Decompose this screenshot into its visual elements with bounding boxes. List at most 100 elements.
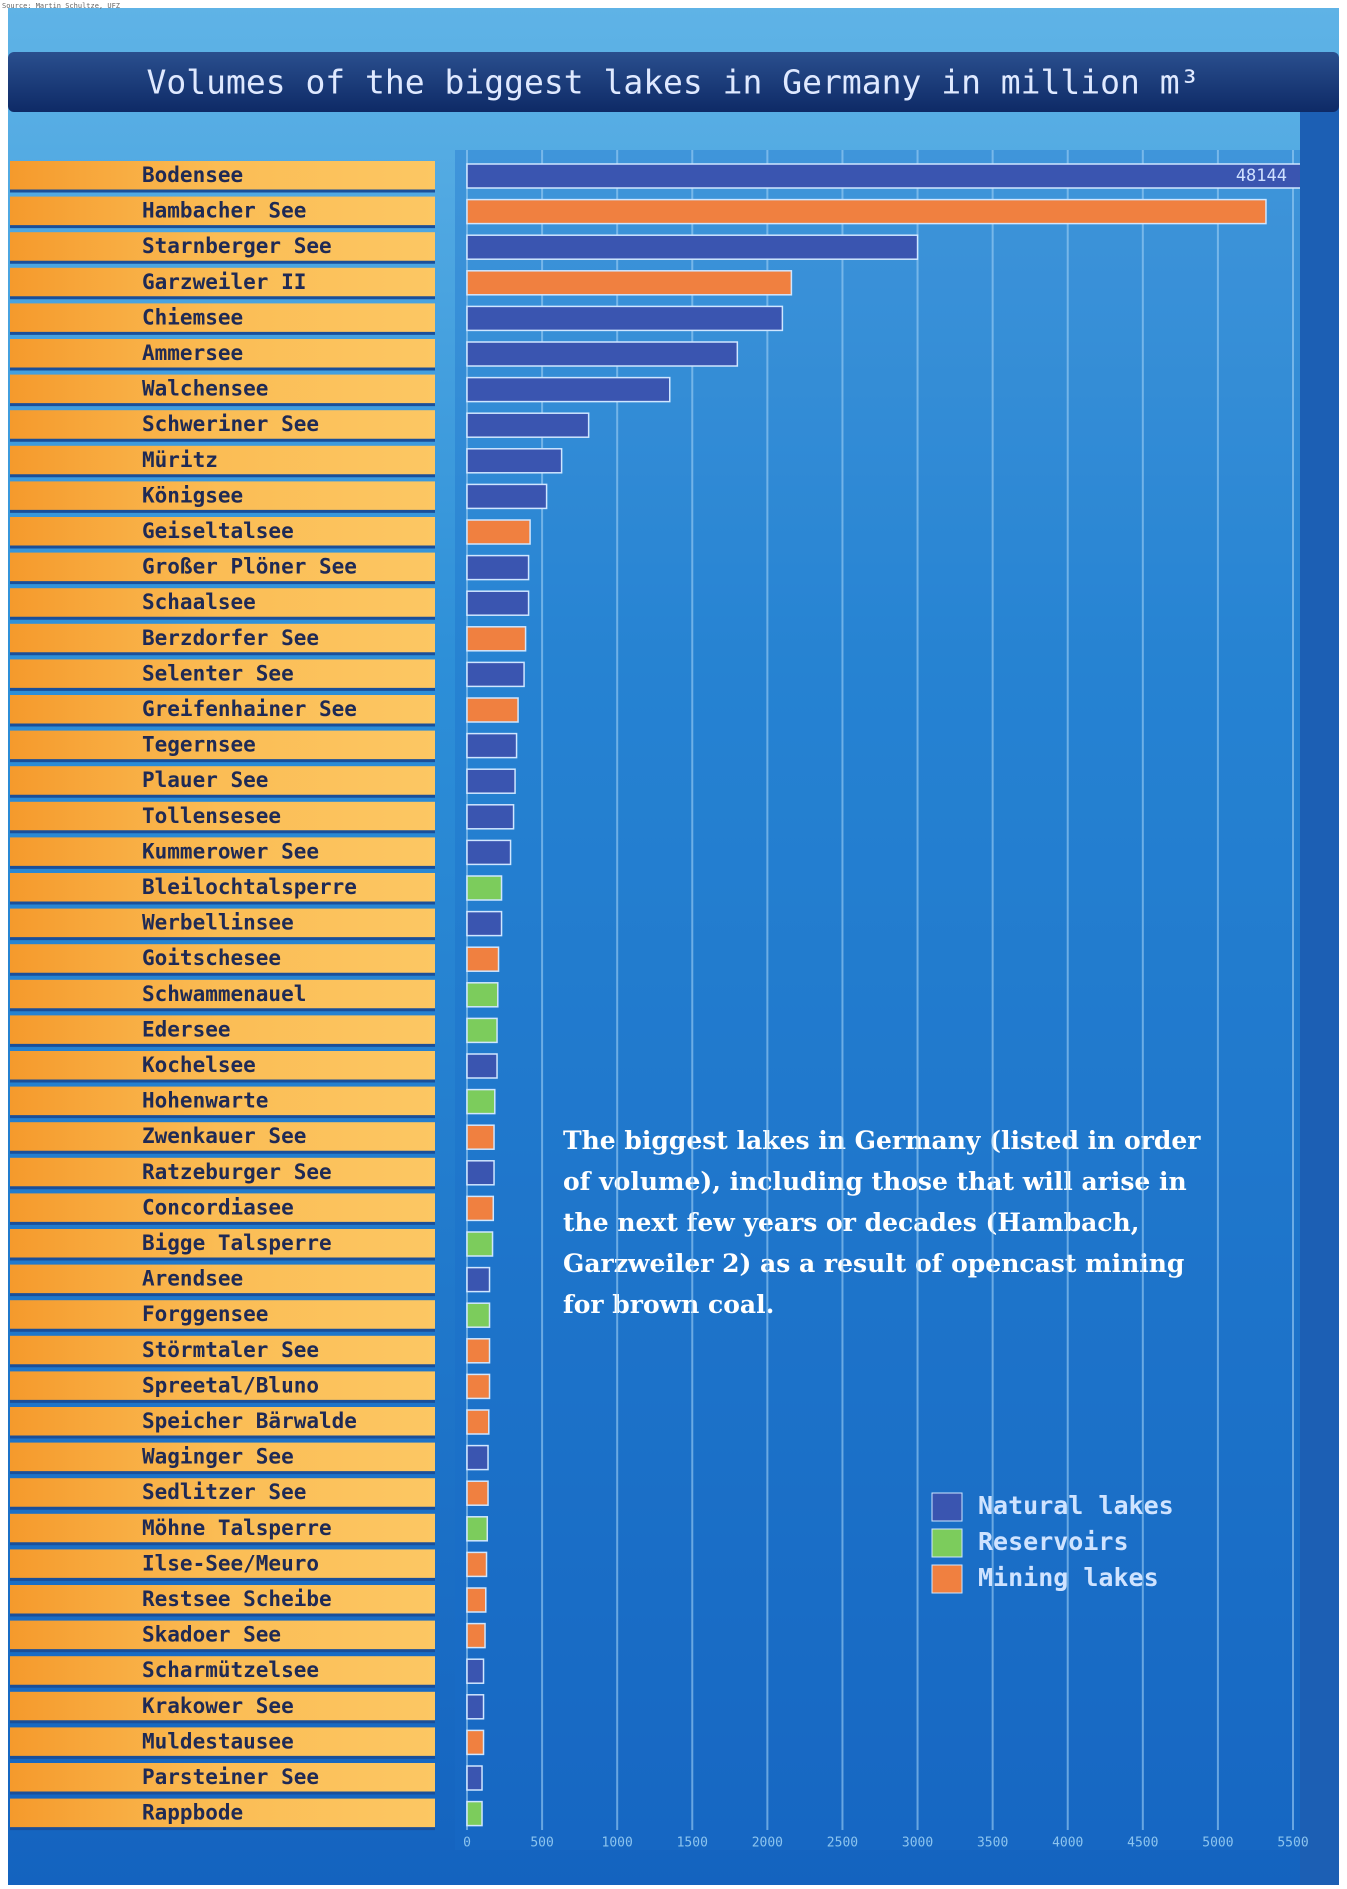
bar: [466, 982, 499, 1008]
y-tick-label: Tegernsee: [142, 733, 256, 757]
bar: [466, 1694, 485, 1720]
x-tick-label: 4500: [1127, 1836, 1158, 1851]
x-tick-label: 1000: [602, 1836, 633, 1851]
chart-title: Volumes of the biggest lakes in Germany …: [147, 63, 1200, 102]
bar: [466, 1800, 483, 1827]
label-strip: [10, 1086, 435, 1117]
label-strip: [10, 837, 435, 868]
label-strip: [10, 410, 435, 441]
label-strip: [10, 1051, 435, 1081]
x-tick-label: 0: [463, 1836, 471, 1851]
label-strip: [10, 1229, 435, 1259]
y-tick-label: Arendsee: [142, 1267, 243, 1291]
label-strip: [10, 979, 435, 1010]
y-tick-label: Waginger See: [142, 1445, 294, 1469]
label-strip: [10, 374, 435, 405]
y-tick-label: Berzdorfer See: [142, 626, 319, 650]
y-tick-label: Tollensesee: [142, 804, 281, 828]
bar: [466, 1480, 489, 1506]
label-strip: [10, 1763, 435, 1793]
label-strip: [10, 695, 435, 725]
label-strip: [10, 1585, 435, 1615]
label-strip: [10, 1371, 435, 1402]
bar: [466, 1160, 495, 1186]
y-tick-label: Garzweiler II: [142, 270, 306, 294]
bar: [466, 1124, 495, 1150]
bar: [466, 1729, 485, 1756]
y-tick-label: Goitschesee: [142, 946, 281, 970]
y-tick-label: Königsee: [142, 483, 243, 507]
label-strip: [10, 161, 435, 191]
legend-swatch: [931, 1564, 963, 1594]
y-tick-label: Kummerower See: [142, 839, 319, 863]
annotation: The biggest lakes in Germany (listed in …: [563, 1126, 1201, 1319]
bar: [466, 1516, 489, 1542]
bar: [466, 270, 793, 296]
y-tick-label: Bodensee: [142, 163, 243, 187]
y-tick-label: Zwenkauer See: [142, 1124, 306, 1148]
y-tick-label: Schwammenauel: [142, 982, 306, 1006]
bar: [466, 1338, 491, 1364]
y-tick-label: Ammersee: [142, 341, 243, 365]
y-tick-label: Ratzeburger See: [142, 1160, 332, 1184]
label-strip: [10, 232, 435, 263]
label-strip: [10, 1300, 435, 1331]
y-tick-label: Muldestausee: [142, 1729, 294, 1753]
label-strip: [10, 1407, 435, 1437]
bar: [466, 163, 1300, 189]
bar: [466, 1409, 490, 1435]
bar: [466, 1444, 489, 1471]
x-tick-label: 1500: [677, 1836, 708, 1851]
bar: [466, 1765, 483, 1791]
x-tick-label: 3500: [977, 1836, 1008, 1851]
label-strip: [10, 766, 435, 797]
bar: [466, 1088, 496, 1115]
y-tick-label: Starnberger See: [142, 234, 332, 258]
legend-swatch: [931, 1528, 963, 1558]
bar: [466, 1017, 498, 1044]
label-strip: [10, 1157, 435, 1188]
label-strip: [10, 1798, 435, 1829]
y-tick-label: Forggensee: [142, 1302, 268, 1326]
label-strip: [10, 873, 435, 903]
bar: [466, 1302, 491, 1328]
bar: [466, 910, 503, 937]
legend-label: Reservoirs: [978, 1527, 1129, 1556]
y-tick-label: Müritz: [142, 448, 218, 472]
y-tick-label: Skadoer See: [142, 1623, 281, 1647]
bar: [466, 554, 530, 581]
bar: [466, 768, 516, 794]
y-tick-label: Spreetal/Bluno: [142, 1373, 319, 1397]
bar: [466, 875, 503, 901]
bar: [466, 1373, 491, 1400]
label-strip: [10, 1193, 435, 1224]
x-tick-label: 4000: [1052, 1836, 1083, 1851]
y-tick-label: Walchensee: [142, 377, 268, 401]
bar: [466, 412, 590, 438]
y-tick-label: Chiemsee: [142, 305, 243, 329]
bar: [466, 483, 548, 510]
y-tick-label: Plauer See: [142, 768, 268, 792]
bar: [466, 519, 531, 545]
label-strip: [10, 1727, 435, 1758]
label-strip: [10, 588, 435, 619]
x-tick-label: 5500: [1277, 1836, 1308, 1851]
bar: [466, 697, 519, 723]
y-tick-label: Werbellinsee: [142, 911, 294, 935]
bar: [466, 1266, 491, 1293]
y-tick-label: Concordiasee: [142, 1195, 294, 1219]
right-edge: [1300, 100, 1339, 1885]
label-strip: [10, 445, 435, 476]
legend-label: Mining lakes: [978, 1563, 1159, 1592]
title-banner: [8, 52, 1339, 112]
x-tick-label: 5000: [1202, 1836, 1233, 1851]
y-tick-label: Selenter See: [142, 661, 294, 685]
label-strip: [10, 730, 435, 761]
x-tick-label: 2000: [752, 1836, 783, 1851]
label-strip: [10, 659, 435, 690]
y-tick-label: Restsee Scheibe: [142, 1587, 332, 1611]
bar: [466, 198, 1267, 225]
y-tick-label: Hohenwarte: [142, 1089, 268, 1113]
y-tick-label: Parsteiner See: [142, 1765, 319, 1789]
bar: [466, 376, 671, 403]
